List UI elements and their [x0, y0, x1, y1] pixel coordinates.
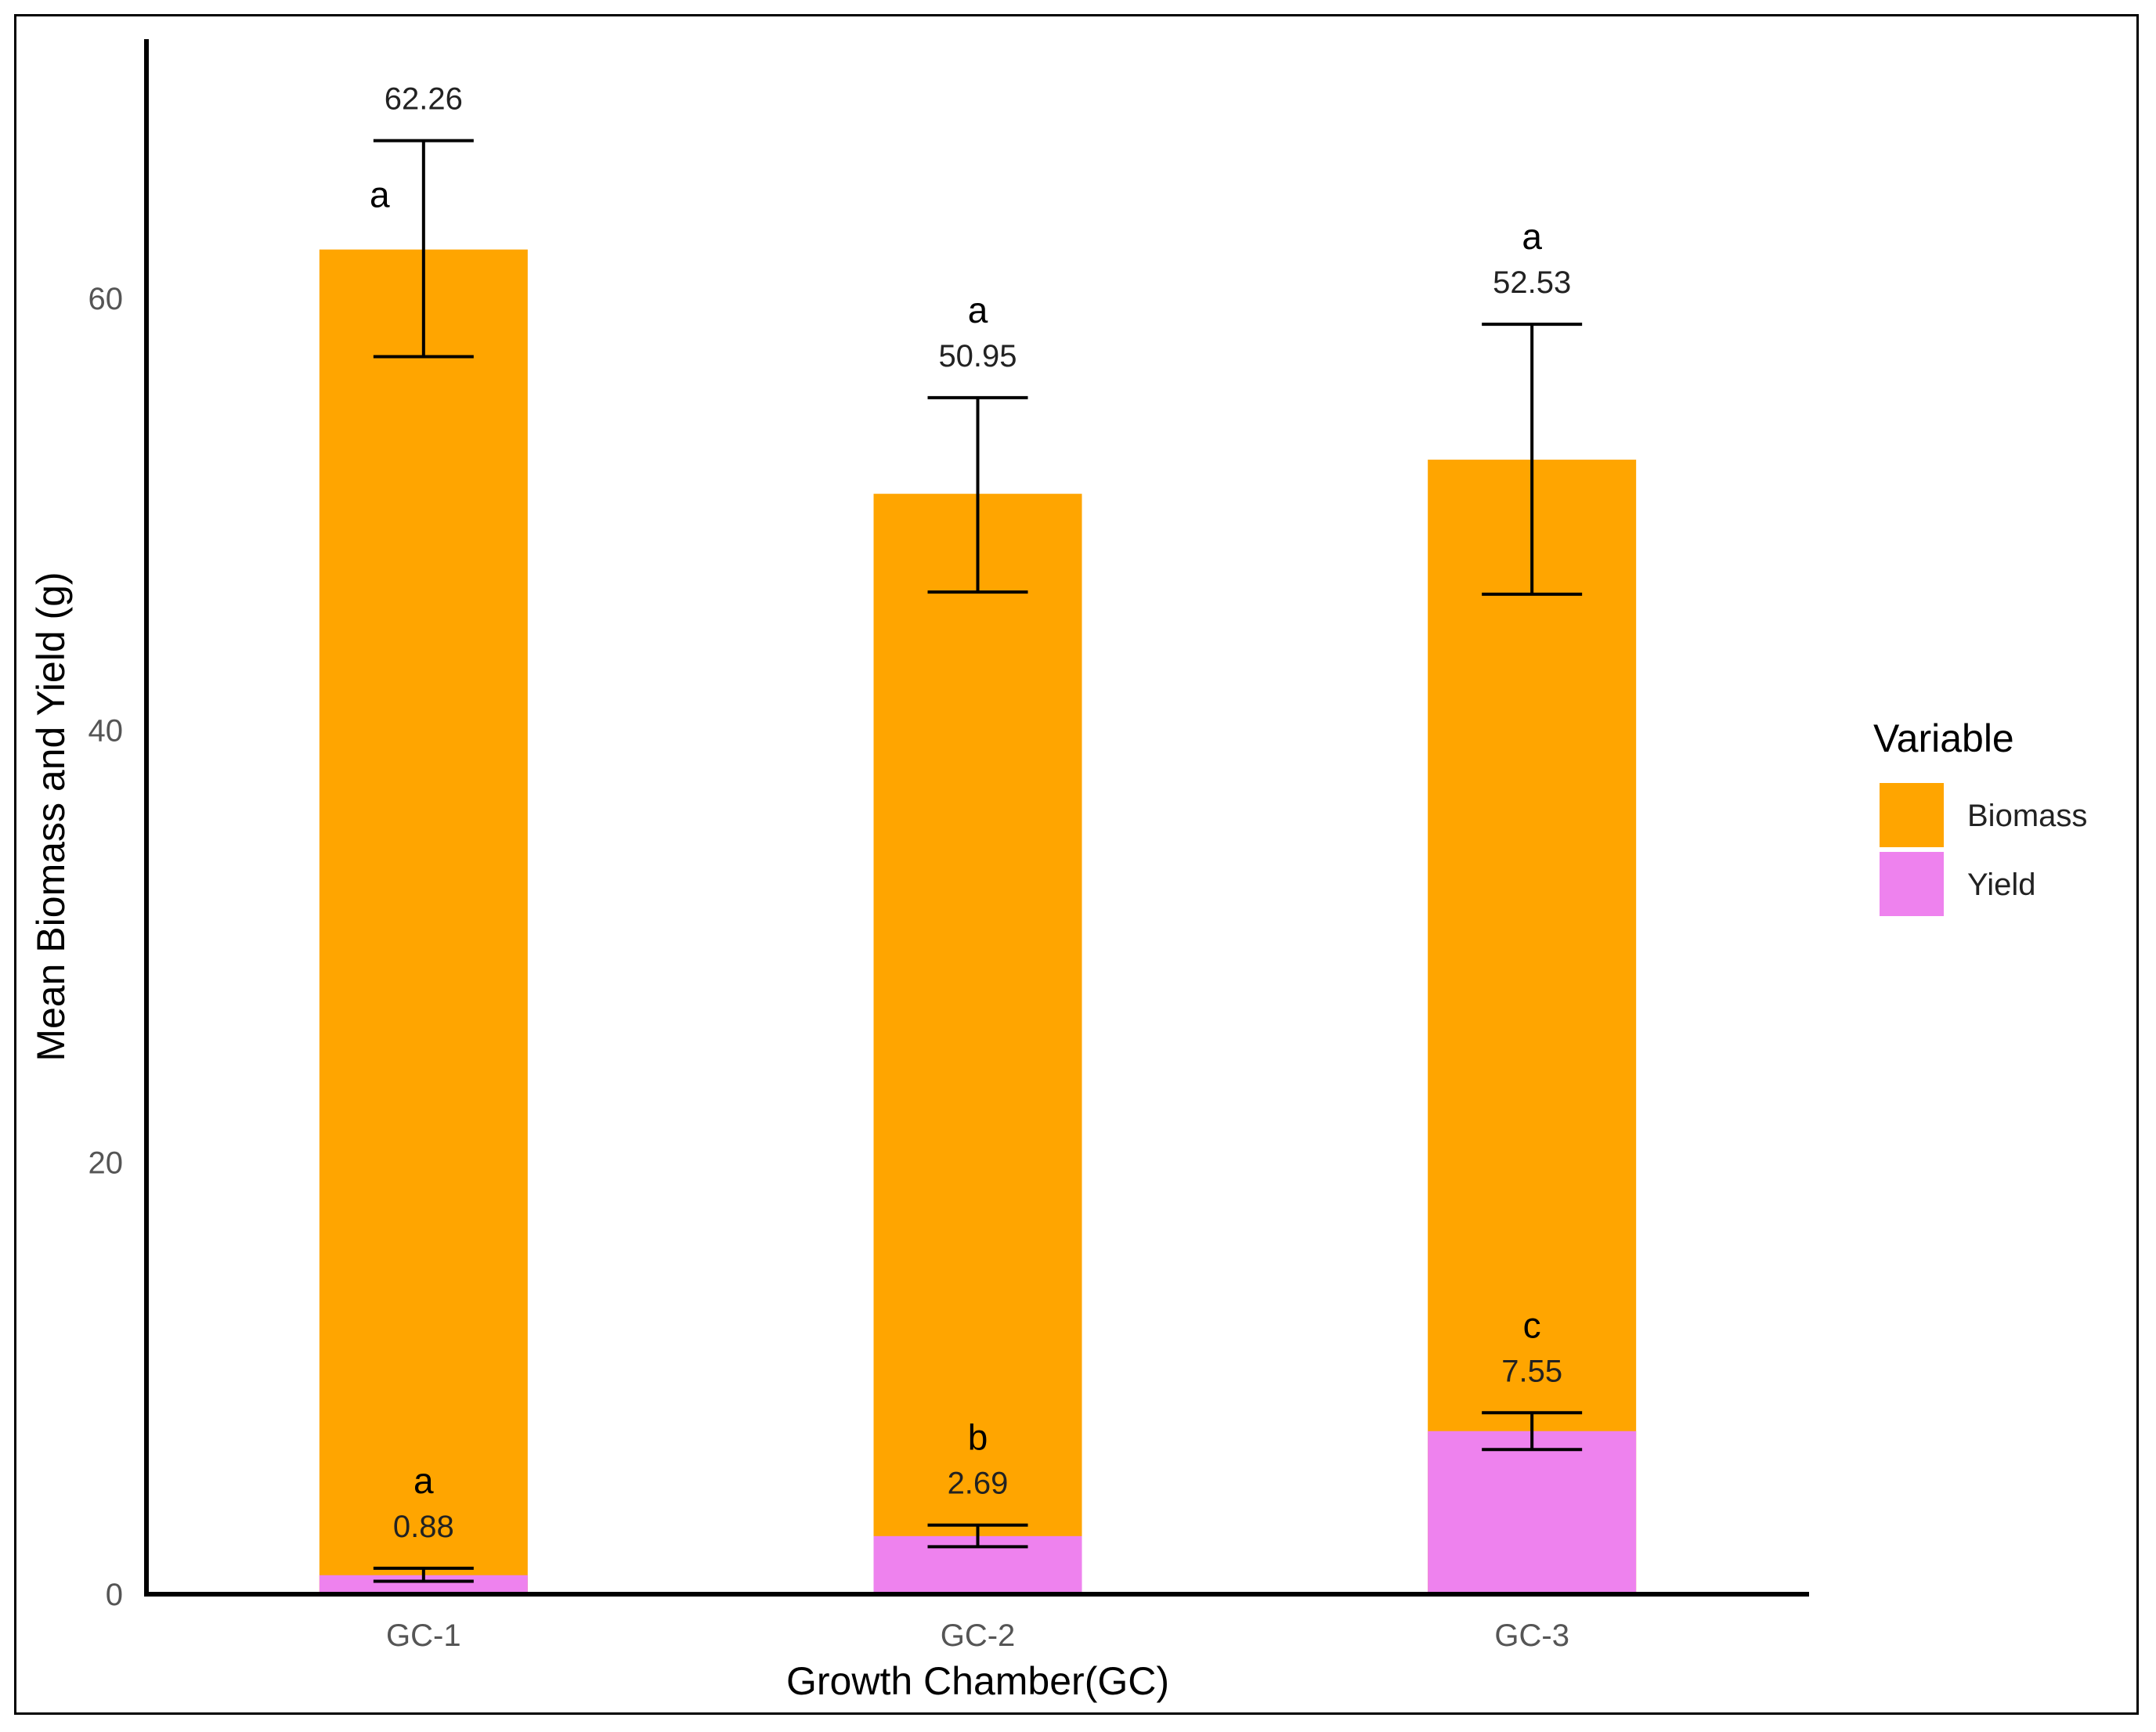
x-tick-labels: GC-1 GC-2 GC-3 — [386, 1618, 1569, 1653]
yield-error-bar-gc-1 — [373, 1566, 474, 1583]
biomass-error-bar-gc-2 — [927, 395, 1028, 594]
x-tick-label: GC-1 — [386, 1618, 461, 1653]
legend: Variable Biomass Yield — [1873, 716, 2087, 916]
yield-significance-letter: b — [968, 1417, 988, 1458]
y-tick-labels: 0 20 40 60 — [88, 282, 124, 1612]
biomass-significance-letter: a — [968, 290, 988, 330]
bars-layer — [319, 249, 1637, 1595]
x-tick-label: GC-3 — [1494, 1618, 1569, 1653]
biomass-error-bar-gc-1 — [373, 139, 474, 359]
biomass-bar-gc-3 — [1428, 460, 1637, 1594]
error-bars-layer — [373, 139, 1583, 1583]
legend-label-biomass: Biomass — [1967, 799, 2087, 833]
biomass-bar-gc-1 — [319, 249, 528, 1595]
legend-label-yield: Yield — [1967, 868, 2035, 902]
biomass-value-label: 50.95 — [938, 339, 1017, 373]
y-tick-label: 0 — [106, 1578, 123, 1612]
biomass-bar-gc-2 — [873, 493, 1082, 1594]
yield-error-bar-gc-2 — [927, 1523, 1028, 1549]
y-tick-label: 20 — [88, 1146, 124, 1180]
yield-significance-letter: a — [414, 1460, 434, 1501]
value-labels-layer: 62.26 a 50.95 a 52.53 a 0.88 a 2.69 b 7.55 c — [370, 82, 1571, 1544]
yield-bar-gc-3 — [1428, 1431, 1637, 1594]
yield-value-label: 2.69 — [948, 1467, 1009, 1501]
biomass-error-bar-gc-3 — [1482, 323, 1583, 596]
y-tick-label: 60 — [88, 282, 124, 316]
biomass-significance-letter: a — [370, 175, 390, 215]
biomass-value-label: 52.53 — [1493, 265, 1571, 300]
legend-title: Variable — [1873, 716, 2014, 760]
y-tick-label: 40 — [88, 714, 124, 749]
yield-value-label: 7.55 — [1501, 1354, 1562, 1388]
legend-swatch-yield — [1880, 852, 1944, 916]
yield-value-label: 0.88 — [393, 1510, 454, 1544]
yield-error-bar-gc-3 — [1482, 1411, 1583, 1452]
x-tick-label: GC-2 — [941, 1618, 1016, 1653]
biomass-value-label: 62.26 — [385, 82, 463, 117]
x-axis-title: Growth Chamber(GC) — [786, 1659, 1169, 1703]
biomass-significance-letter: a — [1522, 216, 1542, 257]
legend-swatch-biomass — [1880, 783, 1944, 847]
yield-significance-letter: c — [1523, 1304, 1541, 1345]
y-axis-title: Mean Biomass and Yield (g) — [29, 572, 73, 1061]
